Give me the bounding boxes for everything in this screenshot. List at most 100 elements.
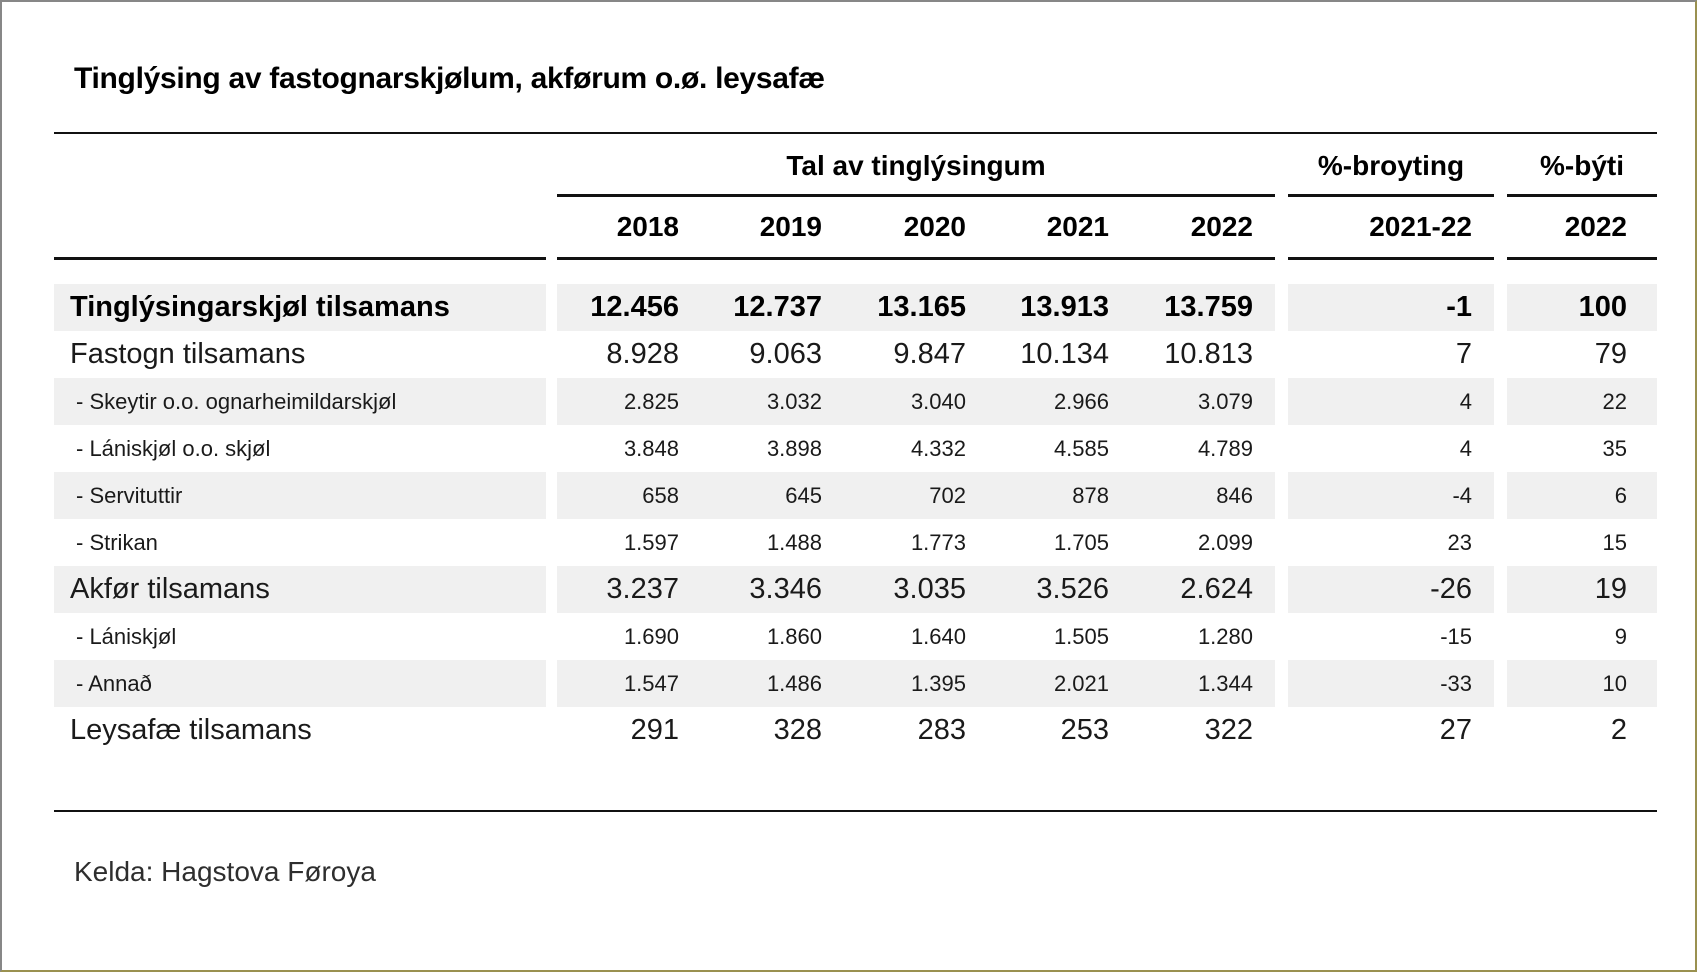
table-row: Akfør tilsamans 3.237 3.346 3.035 3.526 … bbox=[54, 566, 1657, 613]
gap bbox=[546, 378, 557, 425]
gap bbox=[1494, 660, 1507, 707]
year-value-cell-2018: 3.848 bbox=[623, 435, 679, 461]
share-value-cell: 79 bbox=[1594, 338, 1627, 370]
gap bbox=[546, 284, 557, 331]
change-value-cell: 4 bbox=[1459, 435, 1472, 461]
page-title: Tinglýsing av fastognarskjølum, akførum … bbox=[74, 62, 825, 95]
table-row: - Skeytir o.o. ognarheimildarskjøl 2.825… bbox=[54, 378, 1657, 425]
year-value-cell-2022: 2.624 bbox=[1131, 566, 1275, 613]
statistics-table: Tal av tinglýsingum %-broyting %-býti 20… bbox=[54, 134, 1657, 812]
gap bbox=[546, 197, 557, 260]
year-value-cell-2022: 3.079 bbox=[1131, 378, 1275, 425]
gap bbox=[1494, 197, 1507, 260]
gap bbox=[546, 613, 557, 660]
year-value-cell-2018: 658 bbox=[557, 472, 701, 519]
title-divider bbox=[54, 132, 1657, 134]
row-label-cell: - Lániskjøl bbox=[76, 623, 177, 649]
group-header-change: %-broyting bbox=[1288, 134, 1494, 197]
gap bbox=[1494, 331, 1507, 378]
year-value-cell-2022: 1.280 bbox=[1197, 623, 1253, 649]
share-value-cell: 35 bbox=[1602, 435, 1627, 461]
source-note: Kelda: Hagstova Føroya bbox=[74, 856, 376, 887]
year-value-cell-2018: 1.547 bbox=[557, 660, 701, 707]
year-value-cell-2021: 1.505 bbox=[1053, 623, 1109, 649]
gap bbox=[1275, 472, 1288, 519]
table-row: - Strikan 1.597 1.488 1.773 1.705 2.099 … bbox=[54, 519, 1657, 566]
gap bbox=[1494, 472, 1507, 519]
year-value-cell-2022: 322 bbox=[1204, 714, 1253, 746]
year-value-cell-2019: 1.860 bbox=[766, 623, 822, 649]
group-header-spacer bbox=[54, 134, 546, 197]
year-value-cell-2018: 291 bbox=[630, 714, 679, 746]
year-value-cell-2021: 878 bbox=[988, 472, 1131, 519]
year-value-cell-2022: 2.099 bbox=[1197, 529, 1253, 555]
row-label-cell: Tinglýsingarskjøl tilsamans bbox=[54, 284, 546, 331]
gap bbox=[1494, 519, 1507, 566]
row-label-cell: - Annað bbox=[54, 660, 546, 707]
table-row: - Servituttir 658 645 702 878 846 -4 6 bbox=[54, 472, 1657, 519]
gap bbox=[1275, 519, 1288, 566]
table-row: Leysafæ tilsamans 291 328 283 253 322 27… bbox=[54, 707, 1657, 754]
change-value-cell: 27 bbox=[1439, 714, 1472, 746]
year-value-cell-2019: 1.486 bbox=[701, 660, 844, 707]
share-value-cell: 2 bbox=[1610, 714, 1627, 746]
table-row: - Lániskjøl o.o. skjøl 3.848 3.898 4.332… bbox=[54, 425, 1657, 472]
year-value-cell-2018: 12.456 bbox=[557, 284, 701, 331]
gap bbox=[1275, 378, 1288, 425]
table-row: Tinglýsingarskjøl tilsamans 12.456 12.73… bbox=[54, 284, 1657, 331]
table-year-header-row: 2018 2019 2020 2021 2022 2021-22 2022 bbox=[54, 197, 1657, 260]
change-value-cell: -4 bbox=[1288, 472, 1494, 519]
change-period-header: 2021-22 bbox=[1288, 197, 1494, 260]
year-header-2021: 2021 bbox=[988, 197, 1131, 260]
share-value-cell: 15 bbox=[1602, 529, 1627, 555]
table-row: - Lániskjøl 1.690 1.860 1.640 1.505 1.28… bbox=[54, 613, 1657, 660]
year-value-cell-2020: 702 bbox=[844, 472, 988, 519]
year-value-cell-2022: 10.813 bbox=[1164, 338, 1253, 370]
gap bbox=[1275, 707, 1288, 754]
gap bbox=[1275, 660, 1288, 707]
gap bbox=[1494, 613, 1507, 660]
year-value-cell-2020: 1.395 bbox=[844, 660, 988, 707]
gap bbox=[1275, 134, 1288, 197]
year-value-cell-2018: 1.690 bbox=[623, 623, 679, 649]
year-value-cell-2022: 13.759 bbox=[1131, 284, 1275, 331]
gap bbox=[1275, 284, 1288, 331]
gap bbox=[1275, 197, 1288, 260]
year-value-cell-2021: 13.913 bbox=[988, 284, 1131, 331]
year-value-cell-2019: 3.346 bbox=[701, 566, 844, 613]
year-value-cell-2021: 253 bbox=[1060, 714, 1109, 746]
table-group-header-row: Tal av tinglýsingum %-broyting %-býti bbox=[54, 134, 1657, 197]
year-value-cell-2020: 1.773 bbox=[910, 529, 966, 555]
share-value-cell: 10 bbox=[1507, 660, 1657, 707]
year-value-cell-2020: 13.165 bbox=[844, 284, 988, 331]
year-value-cell-2019: 328 bbox=[773, 714, 822, 746]
row-label-cell: - Servituttir bbox=[54, 472, 546, 519]
change-value-cell: -33 bbox=[1288, 660, 1494, 707]
row-label-cell: Fastogn tilsamans bbox=[70, 338, 306, 370]
gap bbox=[1275, 566, 1288, 613]
table-body: Tinglýsingarskjøl tilsamans 12.456 12.73… bbox=[54, 284, 1657, 754]
year-value-cell-2019: 1.488 bbox=[766, 529, 822, 555]
year-value-cell-2018: 2.825 bbox=[557, 378, 701, 425]
year-value-cell-2020: 3.035 bbox=[844, 566, 988, 613]
gap bbox=[1494, 707, 1507, 754]
gap bbox=[546, 331, 557, 378]
year-value-cell-2020: 283 bbox=[917, 714, 966, 746]
table-bottom-divider bbox=[54, 810, 1657, 812]
year-value-cell-2020: 4.332 bbox=[910, 435, 966, 461]
gap bbox=[546, 519, 557, 566]
change-value-cell: 7 bbox=[1455, 338, 1472, 370]
year-value-cell-2021: 3.526 bbox=[988, 566, 1131, 613]
year-value-cell-2019: 9.063 bbox=[749, 338, 822, 370]
gap bbox=[1275, 331, 1288, 378]
year-value-cell-2019: 3.032 bbox=[701, 378, 844, 425]
gap bbox=[546, 472, 557, 519]
year-value-cell-2019: 3.898 bbox=[766, 435, 822, 461]
change-value-cell: 23 bbox=[1447, 529, 1472, 555]
row-label-cell: Leysafæ tilsamans bbox=[70, 714, 312, 746]
year-value-cell-2022: 4.789 bbox=[1197, 435, 1253, 461]
year-header-spacer bbox=[54, 197, 546, 260]
row-label-cell: - Lániskjøl o.o. skjøl bbox=[76, 435, 271, 461]
year-value-cell-2021: 2.021 bbox=[988, 660, 1131, 707]
